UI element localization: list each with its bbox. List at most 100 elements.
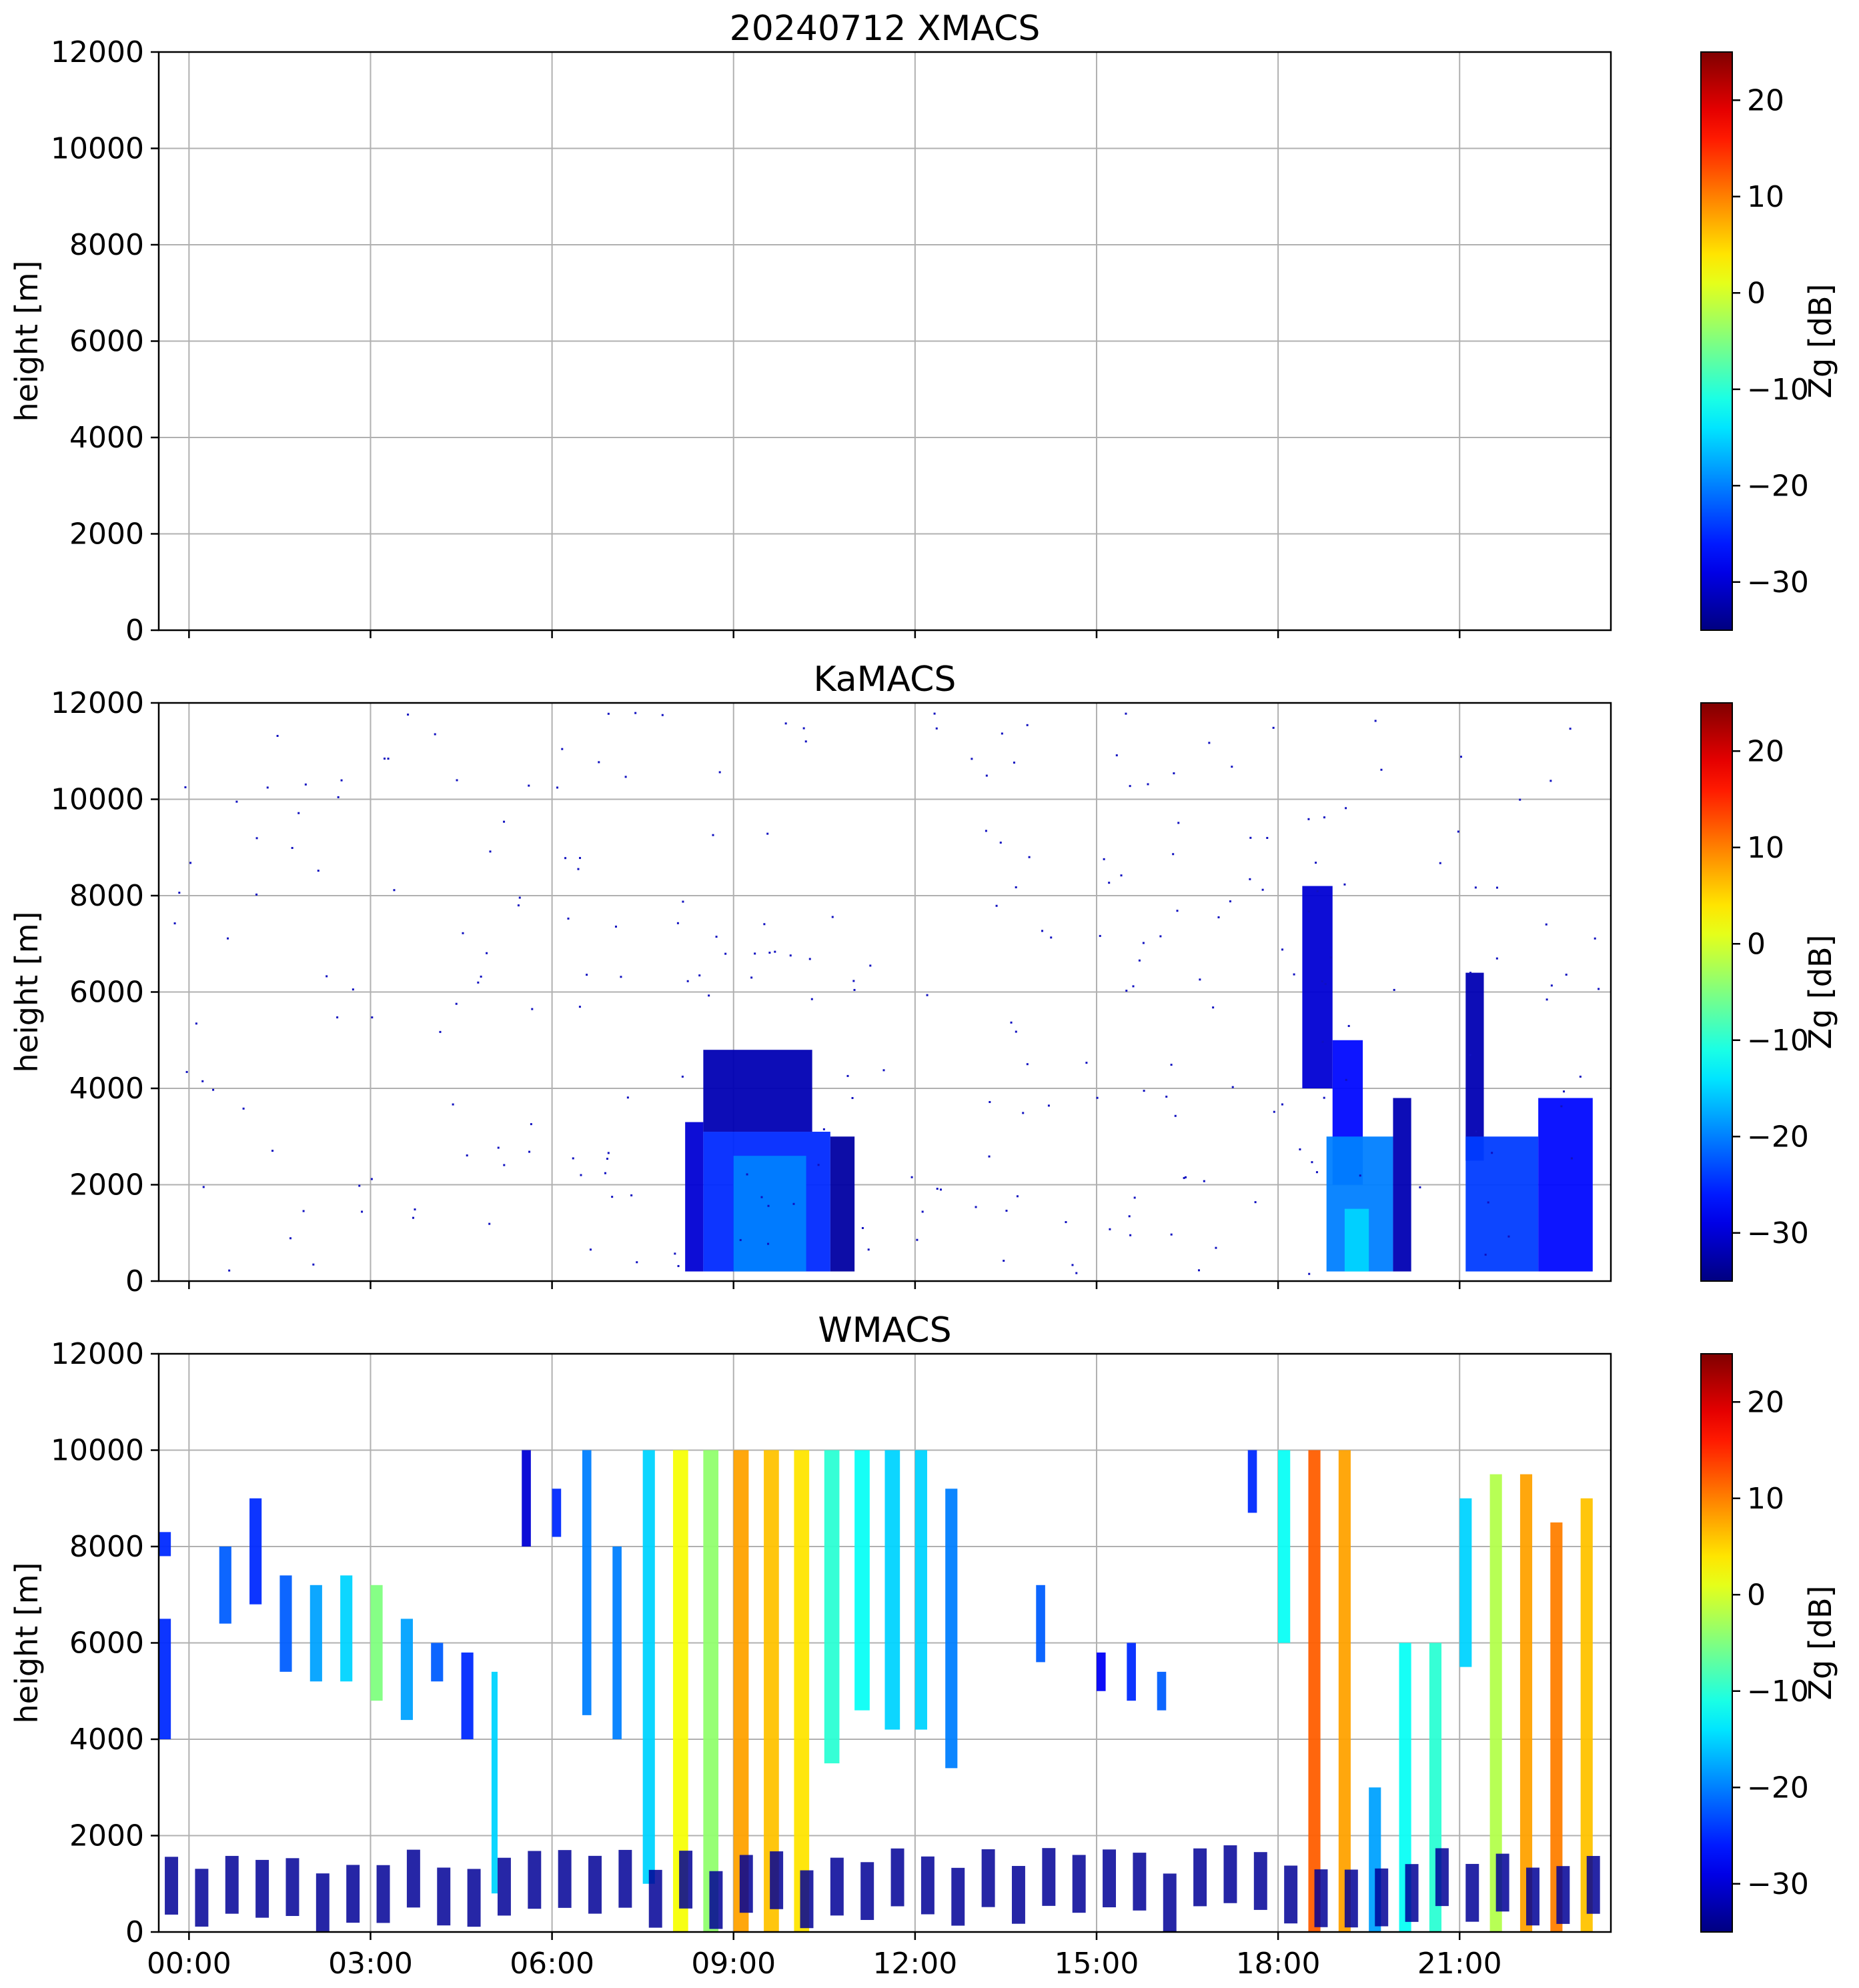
kamacs-noise-speckle — [235, 800, 238, 803]
wmacs-clutter-column — [1314, 1869, 1328, 1927]
kamacs-noise-speckle — [682, 900, 684, 903]
kamacs-noise-speckle — [1249, 836, 1252, 839]
kamacs-echo-block — [830, 1136, 855, 1272]
wmacs-clutter-column — [1223, 1845, 1237, 1903]
kamacs-noise-speckle — [916, 1238, 918, 1241]
kamacs-noise-speckle — [266, 786, 269, 789]
kamacs-noise-speckle — [1129, 785, 1131, 788]
wmacs-clutter-column — [1133, 1853, 1147, 1911]
kamacs-noise-speckle — [1374, 720, 1377, 722]
kamacs-noise-speckle — [611, 1196, 614, 1198]
kamacs-colorbar-tick-label: −10 — [1747, 1024, 1809, 1058]
wmacs-colorbar-tick-label: −20 — [1747, 1771, 1809, 1805]
kamacs-noise-speckle — [1495, 957, 1498, 960]
kamacs-noise-speckle — [1519, 798, 1521, 801]
wmacs-clutter-column — [376, 1865, 390, 1923]
wmacs-echo-block — [945, 1488, 958, 1769]
kamacs-ylabel: height [m] — [9, 912, 45, 1073]
kamacs-noise-speckle — [371, 1016, 374, 1019]
kamacs-noise-speckle — [724, 952, 727, 955]
xmacs-colorbar-tick-label: 10 — [1747, 180, 1784, 214]
kamacs-noise-speckle — [361, 1210, 364, 1213]
kamacs-noise-speckle — [1143, 1090, 1145, 1092]
kamacs-noise-speckle — [528, 784, 530, 787]
wmacs-ytick-label: 10000 — [51, 1434, 144, 1468]
wmacs-ylabel: height [m] — [9, 1563, 45, 1724]
kamacs-noise-speckle — [518, 896, 521, 899]
xmacs-colorbar-tick-label: 20 — [1747, 83, 1784, 117]
kamacs-noise-speckle — [636, 1261, 638, 1264]
kamacs-noise-speckle — [674, 1252, 676, 1255]
kamacs-noise-speckle — [1345, 807, 1347, 810]
kamacs-noise-speckle — [577, 868, 580, 870]
kamacs-noise-speckle — [598, 761, 600, 764]
kamacs-ytick-label: 0 — [125, 1264, 144, 1298]
kamacs-noise-speckle — [1128, 1215, 1131, 1218]
wmacs-colorbar-tick-label: −10 — [1747, 1675, 1809, 1709]
kamacs-noise-speckle — [1469, 972, 1471, 974]
panel-kamacs: 0 2000 4000 6000 8000 10000 12000 height [m] KaM… — [9, 660, 1838, 1298]
wmacs-clutter-column — [1284, 1865, 1298, 1924]
kamacs-noise-speckle — [1491, 1152, 1493, 1154]
wmacs-echo-block — [824, 1450, 840, 1764]
kamacs-noise-speckle — [1229, 900, 1231, 903]
wmacs-echo-block — [642, 1450, 655, 1884]
kamacs-noise-speckle — [1099, 934, 1101, 937]
kamacs-noise-speckle — [1419, 1186, 1421, 1188]
wmacs-clutter-column — [1375, 1868, 1389, 1927]
kamacs-noise-speckle — [477, 981, 480, 984]
kamacs-noise-speckle — [792, 1202, 795, 1205]
kamacs-noise-speckle — [1015, 886, 1017, 889]
kamacs-noise-speckle — [1281, 1103, 1283, 1106]
kamacs-noise-speckle — [1016, 1195, 1019, 1198]
kamacs-noise-speckle — [936, 1188, 939, 1190]
kamacs-noise-speckle — [1273, 1110, 1275, 1113]
kamacs-noise-speckle — [489, 850, 492, 853]
kamacs-noise-speckle — [439, 1030, 442, 1033]
wmacs-clutter-column — [648, 1869, 662, 1928]
kamacs-noise-speckle — [414, 1208, 416, 1211]
wmacs-colorbar-tick-label: 10 — [1747, 1482, 1784, 1516]
kamacs-noise-speckle — [1085, 1062, 1088, 1064]
kamacs-noise-speckle — [1071, 1264, 1074, 1266]
kamacs-noise-speckle — [304, 783, 307, 786]
kamacs-noise-speckle — [1249, 878, 1251, 880]
wmacs-colorbar-tick-label: 20 — [1747, 1385, 1784, 1419]
wmacs-xtick-label: 06:00 — [510, 1947, 594, 1981]
xmacs-title: 20240712 XMACS — [730, 9, 1041, 49]
wmacs-xtick-label: 00:00 — [147, 1947, 231, 1981]
kamacs-noise-speckle — [1172, 853, 1175, 856]
wmacs-ytick-label: 4000 — [69, 1723, 144, 1757]
kamacs-noise-speckle — [760, 1196, 763, 1198]
kamacs-noise-speckle — [1359, 1174, 1361, 1177]
kamacs-ytick-label: 10000 — [51, 783, 144, 817]
kamacs-data — [173, 712, 1600, 1275]
kamacs-noise-speckle — [1311, 1161, 1313, 1164]
kamacs-noise-speckle — [178, 892, 181, 894]
wmacs-xtick-label: 12:00 — [872, 1947, 957, 1981]
kamacs-noise-speckle — [999, 841, 1002, 844]
xmacs-colorbar-tick-label: −20 — [1747, 469, 1809, 503]
wmacs-echo-block — [159, 1532, 171, 1557]
kamacs-noise-speckle — [933, 712, 936, 715]
wmacs-ytick-label: 12000 — [51, 1337, 144, 1371]
kamacs-noise-speckle — [1545, 998, 1548, 1001]
wmacs-xtick-label: 21:00 — [1417, 1947, 1502, 1981]
wmacs-echo-block — [1278, 1450, 1291, 1643]
kamacs-noise-speckle — [677, 1264, 680, 1267]
kamacs-noise-speckle — [712, 834, 714, 836]
kamacs-noise-speckle — [173, 922, 176, 925]
wmacs-clutter-column — [1435, 1848, 1449, 1907]
kamacs-noise-speckle — [1329, 956, 1332, 959]
kamacs-noise-speckle — [754, 952, 756, 955]
kamacs-noise-speckle — [255, 837, 258, 840]
kamacs-colorbar-tick-label: 0 — [1747, 927, 1766, 961]
kamacs-noise-speckle — [1469, 1054, 1471, 1056]
kamacs-grid — [159, 702, 1611, 1282]
kamacs-noise-speckle — [1507, 1235, 1510, 1238]
kamacs-noise-speckle — [393, 889, 396, 892]
panel-wmacs: 0 2000 4000 6000 8000 10000 12000 00:00 03:00 06:… — [9, 1310, 1838, 1981]
kamacs-noise-speckle — [578, 1006, 581, 1008]
kamacs-noise-speckle — [255, 893, 258, 896]
kamacs-noise-speckle — [750, 976, 753, 979]
